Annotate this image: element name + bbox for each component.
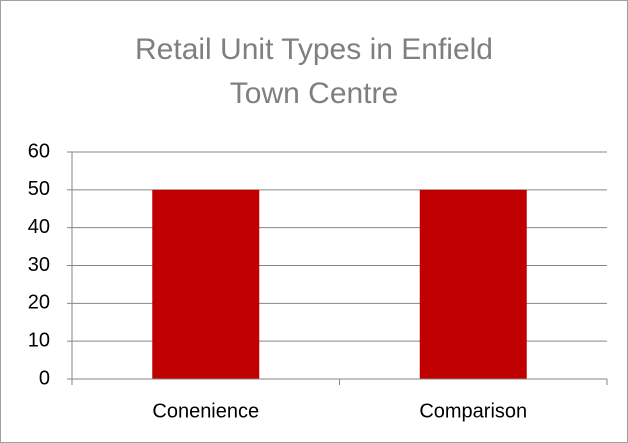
x-tick-label: Comparison <box>419 400 527 422</box>
y-tick-label: 0 <box>39 367 50 389</box>
y-tick-label: 20 <box>28 292 50 314</box>
chart-title: Retail Unit Types in Enfield Town Centre <box>135 33 493 110</box>
y-tick-label: 10 <box>28 329 50 351</box>
y-tick-label: 60 <box>28 140 50 162</box>
y-tick-label: 30 <box>28 254 50 276</box>
y-tick-label: 50 <box>28 178 50 200</box>
bar <box>419 189 527 379</box>
y-tick-label: 40 <box>28 216 50 238</box>
x-tick-label: Conenience <box>152 400 259 422</box>
bar <box>152 189 260 379</box>
